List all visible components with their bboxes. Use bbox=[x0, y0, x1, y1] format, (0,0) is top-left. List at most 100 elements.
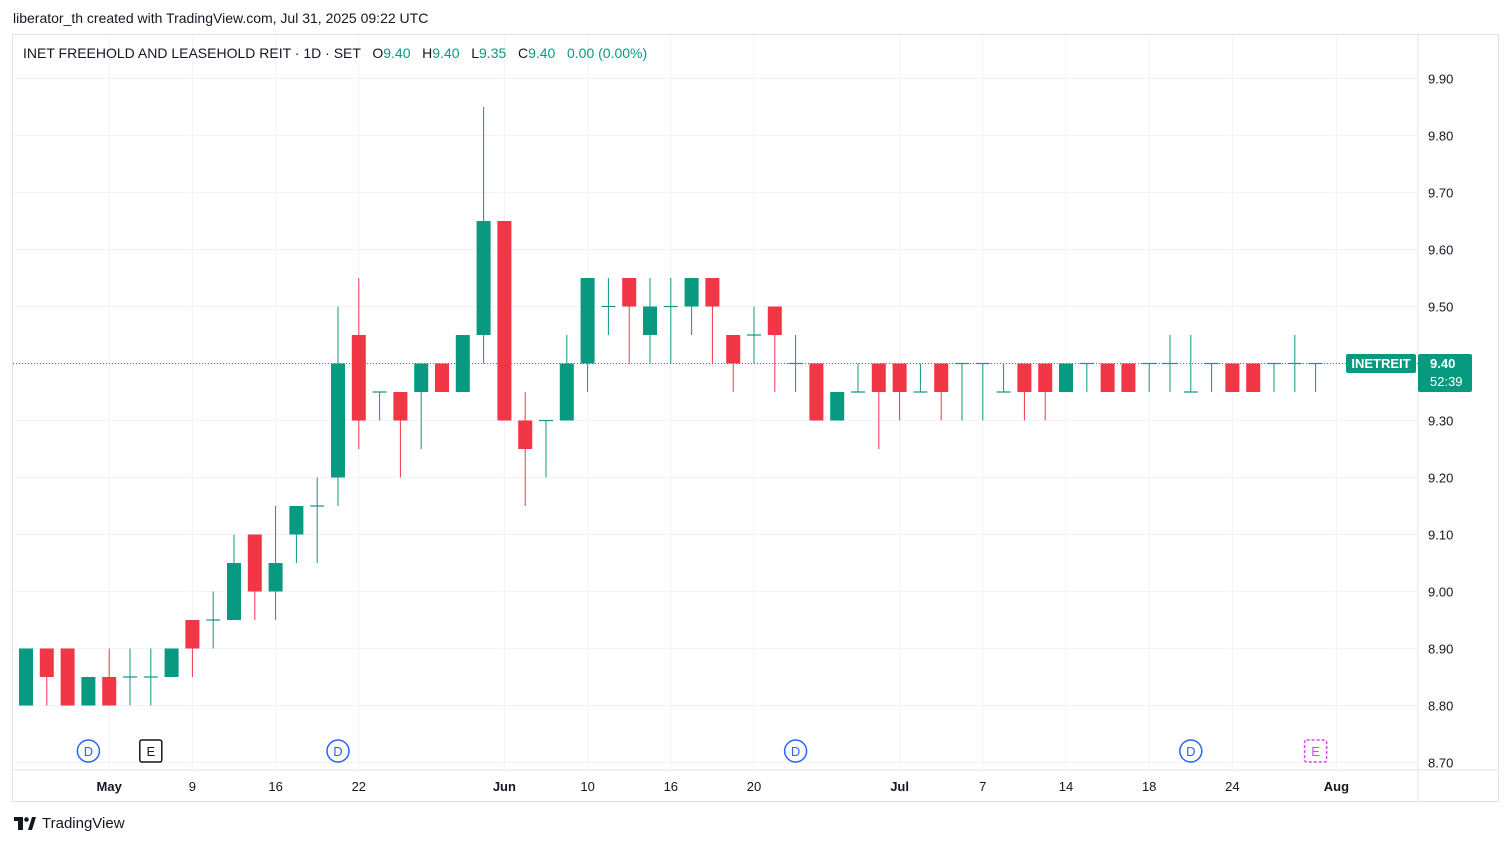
dividend-event-marker[interactable]: D bbox=[783, 739, 808, 763]
candle[interactable] bbox=[871, 363, 886, 450]
candle[interactable] bbox=[81, 677, 96, 706]
ticker-tag-label: INETREIT bbox=[1351, 356, 1410, 371]
candle[interactable] bbox=[892, 363, 907, 421]
candle[interactable] bbox=[1038, 363, 1053, 421]
candle[interactable] bbox=[830, 392, 845, 421]
candle[interactable] bbox=[1183, 335, 1198, 393]
candle[interactable] bbox=[185, 620, 200, 677]
earnings-upcoming-event-marker[interactable]: E bbox=[1303, 739, 1328, 763]
candle[interactable] bbox=[247, 534, 262, 621]
candle[interactable] bbox=[60, 648, 75, 706]
candle[interactable] bbox=[1100, 363, 1115, 393]
candle[interactable] bbox=[351, 278, 366, 449]
candle[interactable] bbox=[1121, 363, 1136, 393]
price-axis[interactable]: 9.90 9.80 9.70 9.60 9.50 9.40 9.30 9.20 9.10 9.00… bbox=[1428, 72, 1453, 771]
candle[interactable] bbox=[1142, 362, 1157, 393]
candle[interactable] bbox=[1267, 362, 1281, 393]
legend-high-label: H bbox=[422, 45, 433, 61]
candle[interactable] bbox=[497, 221, 512, 421]
candle[interactable] bbox=[206, 591, 221, 649]
candle[interactable] bbox=[435, 363, 449, 393]
candle[interactable] bbox=[851, 363, 865, 393]
last-price-tag bbox=[1418, 354, 1472, 392]
candle[interactable] bbox=[934, 363, 949, 421]
legend-interval[interactable]: 1D bbox=[303, 45, 322, 61]
candle[interactable] bbox=[747, 306, 761, 364]
candle[interactable] bbox=[684, 278, 699, 335]
legend-symbol[interactable]: INET FREEHOLD AND LEASEHOLD REIT bbox=[23, 45, 291, 61]
candle[interactable] bbox=[1287, 335, 1302, 392]
candle[interactable] bbox=[227, 534, 241, 621]
candle[interactable] bbox=[393, 392, 408, 478]
candle[interactable] bbox=[788, 335, 803, 392]
candle[interactable] bbox=[414, 363, 429, 450]
candle-body bbox=[622, 278, 637, 307]
candle[interactable] bbox=[1225, 363, 1240, 393]
candle[interactable] bbox=[996, 363, 1011, 393]
candle[interactable] bbox=[539, 419, 553, 478]
candle[interactable] bbox=[1079, 362, 1094, 393]
candle[interactable] bbox=[913, 363, 928, 393]
candle-body bbox=[1100, 363, 1115, 392]
candle[interactable] bbox=[123, 648, 137, 706]
candle[interactable] bbox=[143, 648, 158, 706]
candle[interactable] bbox=[622, 278, 637, 364]
candle[interactable] bbox=[518, 392, 533, 506]
event-label: D bbox=[84, 744, 93, 759]
candle[interactable] bbox=[268, 506, 283, 620]
candle-body bbox=[892, 363, 907, 392]
tradingview-logo-icon bbox=[14, 817, 36, 830]
candle[interactable] bbox=[39, 648, 54, 706]
candle-body bbox=[1038, 363, 1053, 392]
candle[interactable] bbox=[809, 363, 824, 421]
candle[interactable] bbox=[1059, 363, 1073, 393]
candle[interactable] bbox=[1017, 363, 1032, 421]
candle[interactable] bbox=[705, 278, 720, 364]
dividend-event-marker[interactable]: D bbox=[76, 739, 101, 763]
candle[interactable] bbox=[955, 362, 969, 421]
event-label: D bbox=[791, 744, 800, 759]
candle-body bbox=[726, 335, 741, 364]
candle[interactable] bbox=[1308, 362, 1323, 393]
candle[interactable] bbox=[663, 278, 678, 364]
time-tick-label: 20 bbox=[747, 779, 761, 794]
candle-body bbox=[351, 335, 366, 421]
legend-close: 9.40 bbox=[528, 45, 556, 61]
candle[interactable] bbox=[331, 306, 345, 507]
candle[interactable] bbox=[559, 335, 574, 421]
candle[interactable] bbox=[476, 107, 491, 364]
candle[interactable] bbox=[643, 278, 657, 364]
symbol-legend: INET FREEHOLD AND LEASEHOLD REIT · 1D · … bbox=[23, 45, 648, 61]
dividend-icon bbox=[783, 739, 808, 763]
time-axis[interactable]: May 9 16 22 Jun 10 16 20 Jul 7 14 18 24 Aug bbox=[97, 779, 1350, 794]
dividend-event-marker[interactable]: D bbox=[326, 739, 350, 763]
candle[interactable] bbox=[289, 506, 304, 563]
tradingview-logo-text: TradingView bbox=[42, 815, 125, 832]
candle[interactable] bbox=[767, 306, 782, 393]
earnings-event-marker[interactable]: E bbox=[139, 739, 163, 763]
event-label: E bbox=[1311, 744, 1320, 759]
candle[interactable] bbox=[975, 362, 990, 421]
legend-change: 0.00 (0.00%) bbox=[566, 45, 648, 61]
tradingview-logo[interactable]: TradingView bbox=[14, 815, 125, 832]
candle[interactable] bbox=[372, 391, 387, 421]
candle[interactable] bbox=[164, 648, 179, 678]
legend-open-label: O bbox=[372, 45, 384, 61]
candle[interactable] bbox=[580, 278, 595, 392]
candle[interactable] bbox=[310, 477, 325, 564]
candle[interactable] bbox=[1246, 363, 1261, 393]
candle[interactable] bbox=[102, 648, 117, 706]
time-tick-label: 10 bbox=[580, 779, 594, 794]
dividend-event-marker[interactable]: D bbox=[1179, 739, 1203, 763]
candle[interactable] bbox=[1204, 362, 1219, 393]
candle[interactable] bbox=[455, 335, 470, 392]
candle-body bbox=[559, 363, 574, 421]
price-tick-label: 9.00 bbox=[1428, 585, 1453, 600]
candle[interactable] bbox=[19, 648, 33, 706]
candle[interactable] bbox=[726, 335, 741, 392]
candle[interactable] bbox=[1163, 335, 1177, 392]
time-tick-label: 16 bbox=[664, 779, 678, 794]
candle[interactable] bbox=[601, 278, 616, 335]
